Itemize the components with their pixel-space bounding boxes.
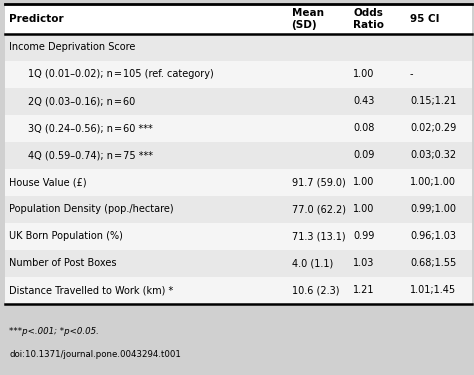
Bar — [5, 142, 472, 169]
Bar — [5, 88, 472, 115]
Text: Number of Post Boxes: Number of Post Boxes — [9, 258, 117, 268]
Text: 1.21: 1.21 — [353, 285, 374, 295]
Text: 1.00;1.00: 1.00;1.00 — [410, 177, 456, 187]
Text: Mean
(SD): Mean (SD) — [292, 8, 324, 30]
Bar — [5, 223, 472, 250]
Text: 4.0 (1.1): 4.0 (1.1) — [292, 258, 333, 268]
Text: House Value (£): House Value (£) — [9, 177, 87, 187]
Bar — [5, 196, 472, 223]
Text: 0.08: 0.08 — [353, 123, 374, 133]
Text: Odds
Ratio: Odds Ratio — [353, 8, 384, 30]
Text: 1.00: 1.00 — [353, 177, 374, 187]
Text: ***p<.001; *p<0.05.: ***p<.001; *p<0.05. — [9, 327, 100, 336]
Bar — [5, 169, 472, 196]
Bar — [5, 277, 472, 304]
Text: 91.7 (59.0): 91.7 (59.0) — [292, 177, 345, 187]
Text: 1.03: 1.03 — [353, 258, 374, 268]
Text: Income Deprivation Score: Income Deprivation Score — [9, 42, 136, 52]
Text: UK Born Population (%): UK Born Population (%) — [9, 231, 123, 241]
Text: 0.03;0.32: 0.03;0.32 — [410, 150, 456, 160]
Bar — [5, 115, 472, 142]
Text: 0.15;1.21: 0.15;1.21 — [410, 96, 456, 106]
Text: Distance Travelled to Work (km) *: Distance Travelled to Work (km) * — [9, 285, 174, 295]
Text: 2Q (0.03–0.16); n = 60: 2Q (0.03–0.16); n = 60 — [28, 96, 136, 106]
Text: 0.99: 0.99 — [353, 231, 374, 241]
Text: 0.96;1.03: 0.96;1.03 — [410, 231, 456, 241]
Text: 0.99;1.00: 0.99;1.00 — [410, 204, 456, 214]
Text: 0.43: 0.43 — [353, 96, 374, 106]
Text: 1.01;1.45: 1.01;1.45 — [410, 285, 456, 295]
Text: Population Density (pop./hectare): Population Density (pop./hectare) — [9, 204, 174, 214]
Bar — [5, 250, 472, 277]
Text: -: - — [410, 69, 413, 79]
Text: 3Q (0.24–0.56); n = 60 ***: 3Q (0.24–0.56); n = 60 *** — [28, 123, 153, 133]
Bar — [5, 61, 472, 88]
Bar — [5, 4, 472, 34]
Text: 0.02;0.29: 0.02;0.29 — [410, 123, 456, 133]
Bar — [5, 34, 472, 61]
Text: 0.09: 0.09 — [353, 150, 374, 160]
Text: 95 CI: 95 CI — [410, 14, 439, 24]
Text: doi:10.1371/journal.pone.0043294.t001: doi:10.1371/journal.pone.0043294.t001 — [9, 350, 182, 359]
Text: 71.3 (13.1): 71.3 (13.1) — [292, 231, 345, 241]
Text: 77.0 (62.2): 77.0 (62.2) — [292, 204, 346, 214]
Text: 1.00: 1.00 — [353, 204, 374, 214]
Text: Predictor: Predictor — [9, 14, 64, 24]
Text: 0.68;1.55: 0.68;1.55 — [410, 258, 456, 268]
Text: 1.00: 1.00 — [353, 69, 374, 79]
Text: 1Q (0.01–0.02); n = 105 (ref. category): 1Q (0.01–0.02); n = 105 (ref. category) — [28, 69, 214, 79]
Text: 10.6 (2.3): 10.6 (2.3) — [292, 285, 339, 295]
Text: 4Q (0.59–0.74); n = 75 ***: 4Q (0.59–0.74); n = 75 *** — [28, 150, 154, 160]
